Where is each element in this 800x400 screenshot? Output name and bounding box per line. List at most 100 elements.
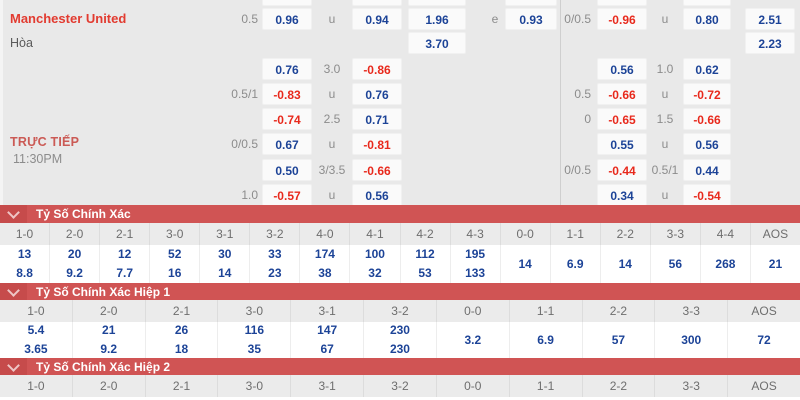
odds-button[interactable]: -0.66 <box>683 108 731 130</box>
score-odds-cell[interactable]: 21 9.2 <box>73 322 146 358</box>
score-odds-cell[interactable]: 5.4 3.65 <box>0 322 73 358</box>
odds-button[interactable]: 0.76 <box>352 83 402 105</box>
odds-value: 33 <box>268 247 282 261</box>
odds-button[interactable]: 0.56 <box>352 184 402 205</box>
score-column-header: 3-0 <box>218 375 292 397</box>
odds-button[interactable]: -0.66 <box>352 159 402 181</box>
odds-button[interactable]: 0.76 <box>262 58 312 80</box>
odds-value: 6.9 <box>537 332 554 347</box>
line-label: u <box>328 137 336 151</box>
odds-button[interactable]: 1.96 <box>408 8 466 30</box>
odds-button[interactable]: 0.67 <box>262 133 312 155</box>
odds-button[interactable]: -0.57 <box>262 184 312 205</box>
odds-value: 133 <box>465 266 486 280</box>
odds-button-partial[interactable] <box>262 0 312 6</box>
odds-button[interactable]: 0.34 <box>597 184 647 205</box>
score-column-header: 3-2 <box>364 375 437 397</box>
line-label: u <box>661 137 669 151</box>
odds-button[interactable]: 0.96 <box>262 8 312 30</box>
score-odds-cell[interactable]: 300 <box>655 322 729 358</box>
odds-button[interactable]: -0.83 <box>262 83 312 105</box>
even-label: e <box>491 12 499 26</box>
score-odds-cell[interactable]: 30 14 <box>200 245 251 283</box>
odds-button[interactable]: 0.80 <box>683 8 731 30</box>
odds-button[interactable]: -0.96 <box>597 8 647 30</box>
score-odds-cell[interactable]: 33 23 <box>250 245 301 283</box>
score-odds-cell[interactable]: 112 53 <box>401 245 451 283</box>
odds-button[interactable]: -0.81 <box>352 133 402 155</box>
odds-button[interactable]: 0.71 <box>352 108 402 130</box>
score-odds-cell[interactable]: 57 <box>583 322 656 358</box>
score-odds-cell[interactable]: 72 <box>728 322 800 358</box>
odds-button[interactable]: -0.66 <box>597 83 647 105</box>
score-odds-cell[interactable]: 6.9 <box>510 322 583 358</box>
score-odds-cell[interactable]: 14 <box>501 245 551 283</box>
score-column-header: 3-1 <box>200 223 251 245</box>
score-odds-cell[interactable]: 6.9 <box>551 245 601 283</box>
odds-value: 14 <box>518 256 532 271</box>
score-odds-cell[interactable]: 100 32 <box>350 245 401 283</box>
section-header-correct-score[interactable]: Tỷ Số Chính Xác <box>0 205 800 223</box>
odds-button-partial[interactable] <box>352 0 402 6</box>
score-column-header: 2-0 <box>50 223 101 245</box>
score-odds-cell[interactable]: 13 8.8 <box>0 245 51 283</box>
odds-value: 195 <box>465 247 486 261</box>
score-odds-cell[interactable]: 52 16 <box>150 245 201 283</box>
odds-button[interactable]: 0.56 <box>597 58 647 80</box>
odds-button[interactable]: 0.50 <box>262 159 312 181</box>
score-odds-cell[interactable]: 174 38 <box>300 245 351 283</box>
handicap-label: 0.5/1 <box>231 87 258 101</box>
odds-button[interactable]: 0.94 <box>352 8 402 30</box>
score-odds-cell[interactable]: 20 9.2 <box>50 245 101 283</box>
score-odds-cell[interactable]: 26 18 <box>146 322 219 358</box>
odds-button[interactable]: -0.86 <box>352 58 402 80</box>
odds-button[interactable]: -0.44 <box>597 159 647 181</box>
odds-value: 14 <box>618 256 632 271</box>
score-odds-cell[interactable]: 116 35 <box>218 322 292 358</box>
odds-button-partial[interactable] <box>408 0 466 6</box>
score-odds-cell[interactable]: 12 7.7 <box>100 245 151 283</box>
score-odds-cell[interactable]: 147 67 <box>291 322 365 358</box>
handicap-label: 0.5 <box>574 87 591 101</box>
odds-button[interactable]: -0.74 <box>262 108 312 130</box>
score-odds-cell[interactable]: 56 <box>651 245 701 283</box>
score-odds-cell[interactable]: 230 230 <box>364 322 437 358</box>
odds-value: 100 <box>364 247 385 261</box>
chevron-glyph <box>7 358 20 372</box>
score-odds-cell[interactable]: 14 <box>601 245 651 283</box>
score-odds-cell[interactable]: 21 <box>751 245 800 283</box>
score-odds-cell[interactable]: 268 <box>701 245 751 283</box>
section-header-correct-score-1h[interactable]: Tỷ Số Chính Xác Hiệp 1 <box>0 283 800 300</box>
score-column-header: 0-0 <box>501 223 551 245</box>
odds-button[interactable]: 0.93 <box>505 8 557 30</box>
score-odds-cell[interactable]: 195 133 <box>451 245 501 283</box>
odds-value: 67 <box>320 342 334 356</box>
handicap-label: 0/0.5 <box>564 12 591 26</box>
odds-button[interactable]: -0.72 <box>683 83 731 105</box>
odds-button[interactable]: 3.70 <box>408 32 466 54</box>
chevron-glyph <box>7 283 20 297</box>
odds-button[interactable]: 0.62 <box>683 58 731 80</box>
odds-button[interactable]: 2.51 <box>745 8 795 30</box>
odds-button[interactable]: 0.44 <box>683 159 731 181</box>
odds-button-partial[interactable] <box>597 0 647 6</box>
live-badge: TRỰC TIẾP <box>10 135 80 149</box>
odds-button[interactable]: 0.56 <box>683 133 731 155</box>
score-column-header: 3-2 <box>250 223 301 245</box>
odds-button[interactable]: -0.54 <box>683 184 731 205</box>
odds-button[interactable]: 2.23 <box>745 32 795 54</box>
score-odds-cell[interactable]: 3.2 <box>437 322 510 358</box>
score-column-header: 3-2 <box>364 300 437 322</box>
odds-value: 30 <box>218 247 232 261</box>
odds-button-partial[interactable] <box>683 0 731 6</box>
odds-value: 52 <box>168 247 182 261</box>
line-label: u <box>661 87 669 101</box>
odds-button-partial[interactable] <box>505 0 557 6</box>
odds-button[interactable]: 0.55 <box>597 133 647 155</box>
odds-button[interactable]: -0.65 <box>597 108 647 130</box>
odds-value: 230 <box>389 342 410 356</box>
odds-value: 6.9 <box>566 256 584 271</box>
section-header-correct-score-2h[interactable]: Tỷ Số Chính Xác Hiệp 2 <box>0 358 800 375</box>
line-label: u <box>328 188 336 202</box>
odds-value: 116 <box>244 323 265 337</box>
